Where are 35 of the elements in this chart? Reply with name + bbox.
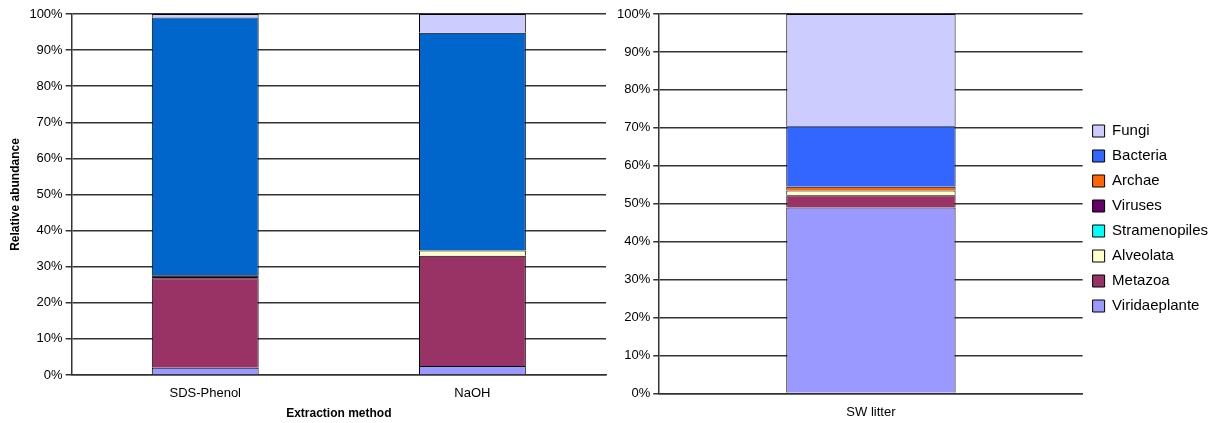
legend-label: Metazoa (1112, 271, 1171, 289)
y-tick-label: 60% (36, 149, 64, 165)
y-tick-label: 70% (624, 119, 651, 135)
y-tick-label: 50% (36, 186, 64, 202)
y-tick-label: 20% (624, 309, 651, 325)
y-tick-label: 30% (36, 258, 64, 274)
y-tick-label: 60% (624, 157, 651, 173)
x-tick-label: NaOH (454, 385, 491, 401)
legend-label: Stramenopiles (1112, 221, 1209, 239)
legend-label: Archae (1112, 171, 1160, 189)
y-tick-label: 0% (631, 384, 651, 400)
y-tick-label: 40% (624, 233, 651, 249)
y-tick-label: 100% (617, 5, 651, 21)
legend-label: Alveolata (1112, 246, 1175, 264)
y-axis-title: Relative abundance (7, 137, 22, 251)
legend-label: Bacteria (1112, 146, 1168, 164)
y-tick-label: 50% (624, 195, 651, 211)
y-tick-label: 100% (29, 5, 64, 21)
y-tick-label: 10% (624, 347, 651, 363)
y-tick-label: 20% (36, 294, 64, 310)
y-tick-label: 40% (36, 222, 64, 238)
legend-label: Viridaeplante (1112, 296, 1200, 314)
y-tick-label: 90% (36, 41, 64, 57)
legend-label: Viruses (1112, 196, 1162, 214)
y-tick-label: 30% (624, 271, 651, 287)
y-tick-label: 80% (624, 81, 651, 97)
x-tick-label: SDS-Phenol (169, 385, 242, 401)
y-tick-label: 90% (624, 43, 651, 59)
y-tick-label: 80% (36, 77, 64, 93)
y-tick-label: 0% (43, 366, 64, 382)
y-tick-label: 10% (36, 330, 64, 346)
x-axis-title: Extraction method (286, 406, 392, 421)
y-tick-label: 70% (36, 113, 64, 129)
legend-label: Fungi (1112, 121, 1150, 139)
x-tick-label: SW litter (846, 403, 897, 419)
